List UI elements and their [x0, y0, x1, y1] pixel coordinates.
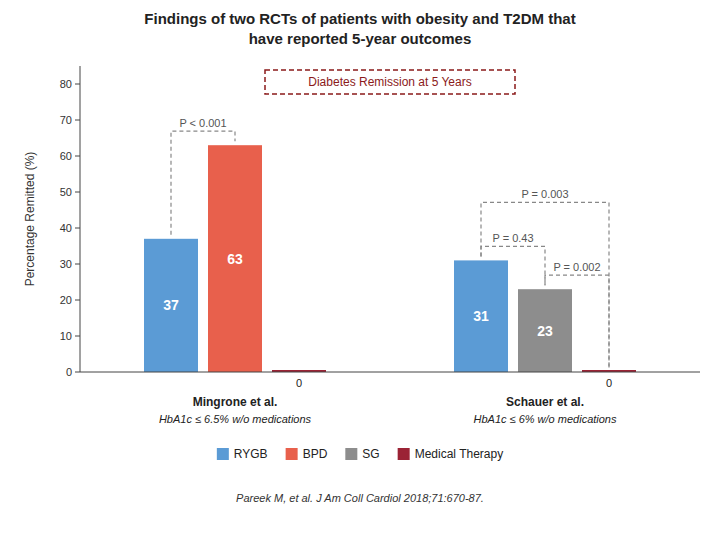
y-tick	[75, 372, 80, 373]
y-tick-label: 80	[60, 78, 72, 90]
x-tick-label: Schauer et al.	[506, 395, 584, 409]
y-tick-label: 40	[60, 222, 72, 234]
y-tick	[75, 84, 80, 85]
y-tick-label: 60	[60, 150, 72, 162]
annotation: HbA1c ≤ 6.5% w/o medications	[159, 413, 312, 425]
bracket	[481, 202, 609, 368]
subtitle: Diabetes Remission at 5 Years	[308, 75, 471, 89]
subtitle-box	[265, 70, 515, 94]
legend-item: Medical Therapy	[398, 447, 504, 461]
legend-label: RYGB	[234, 447, 268, 461]
annotation: P = 0.003	[521, 188, 568, 200]
title: Findings of two RCTs of patients with ob…	[144, 10, 575, 27]
source: Pareek M, et al. J Am Coll Cardiol 2018;…	[236, 492, 484, 504]
legend-item: RYGB	[217, 447, 268, 461]
y-axis-label: Percentage Remitted (%)	[23, 152, 37, 287]
data-label: 31	[473, 308, 489, 324]
y-tick-label: 10	[60, 330, 72, 342]
y-tick-label: 30	[60, 258, 72, 270]
data-label: 63	[227, 251, 243, 267]
legend-swatch	[286, 448, 298, 460]
legend-label: BPD	[303, 447, 328, 461]
annotation: P = 0.43	[492, 232, 533, 244]
legend-swatch	[398, 448, 410, 460]
bar	[144, 239, 198, 372]
annotation: P = 0.002	[553, 261, 600, 273]
bar	[518, 289, 572, 372]
legend-swatch	[345, 448, 357, 460]
y-axis	[80, 66, 81, 372]
data-label: 37	[163, 297, 179, 313]
y-tick-label: 70	[60, 114, 72, 126]
annotation: HbA1c ≤ 6% w/o medications	[474, 413, 617, 425]
bracket	[481, 246, 545, 285]
y-tick-label: 50	[60, 186, 72, 198]
legend: RYGB BPD SG Medical Therapy	[217, 447, 503, 461]
legend-swatch	[217, 448, 229, 460]
annotations: HbA1c ≤ 6.5% w/o medications HbA1c ≤ 6% w…	[159, 117, 617, 425]
legend-item: SG	[345, 447, 379, 461]
y-tick	[75, 156, 80, 157]
x-axis	[80, 372, 700, 373]
y-tick	[75, 192, 80, 193]
annotation: P < 0.001	[179, 117, 226, 129]
y-tick	[75, 336, 80, 337]
bracket	[171, 131, 235, 235]
bar	[454, 260, 508, 372]
y-tick-label: 20	[60, 294, 72, 306]
bars	[144, 145, 636, 372]
title: have reported 5-year outcomes	[249, 30, 472, 47]
chart: Findings of two RCTs of patients with ob…	[0, 0, 720, 540]
legend-item: BPD	[286, 447, 328, 461]
legend-label: SG	[362, 447, 379, 461]
y-tick	[75, 120, 80, 121]
bar	[208, 145, 262, 372]
y-tick	[75, 264, 80, 265]
data-label: 0	[606, 377, 612, 389]
y-tick	[75, 300, 80, 301]
y-tick	[75, 228, 80, 229]
y-tick-label: 0	[66, 366, 72, 378]
data-label: 0	[296, 377, 302, 389]
legend-label: Medical Therapy	[415, 447, 504, 461]
x-tick-label: Mingrone et al.	[193, 395, 278, 409]
bracket	[545, 275, 609, 368]
data-label: 23	[537, 323, 553, 339]
